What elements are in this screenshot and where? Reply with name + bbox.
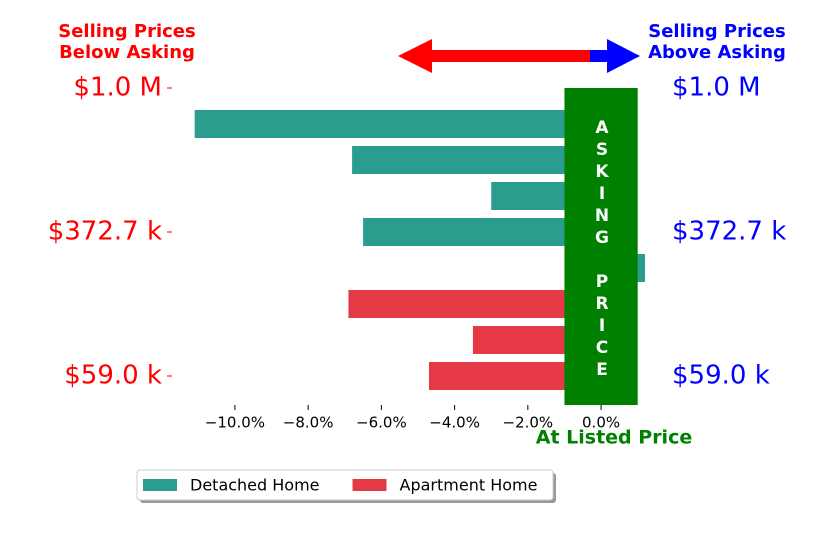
header: Selling Prices Below Asking [58, 21, 195, 63]
x-tick-label: −6.0% [356, 414, 407, 432]
arrow-right [590, 39, 640, 73]
bar [348, 290, 602, 318]
x-tick-label: −4.0% [429, 414, 480, 432]
y-tick-label: $1.0 M [73, 73, 162, 103]
x-tick-label: 0.0% [582, 414, 620, 432]
bar [352, 146, 602, 174]
legend-label: Apartment Home [400, 476, 538, 495]
bar [194, 110, 602, 138]
header: Selling Prices Above Asking [648, 21, 786, 63]
x-label: At Listed Price [536, 427, 692, 449]
y-tick-label-right: $59.0 k [672, 361, 770, 391]
legend-swatch [352, 479, 387, 491]
y-tick-label-right: $372.7 k [672, 217, 786, 247]
legend-swatch [143, 479, 177, 491]
x-tick-label: −2.0% [503, 414, 554, 432]
y-tick-label: $59.0 k [64, 361, 162, 391]
bar [363, 218, 602, 246]
y-tick-label-right: $1.0 M [672, 73, 761, 103]
arrow-left [398, 39, 612, 73]
legend [136, 469, 554, 501]
y-tick-label: $372.7 k [48, 217, 162, 247]
band-label: ASKING PRICE [592, 118, 612, 382]
x-tick-label: −10.0% [205, 414, 265, 432]
x-tick-label: −8.0% [283, 414, 334, 432]
legend-label: Detached Home [190, 476, 320, 495]
asking-band [564, 88, 638, 405]
